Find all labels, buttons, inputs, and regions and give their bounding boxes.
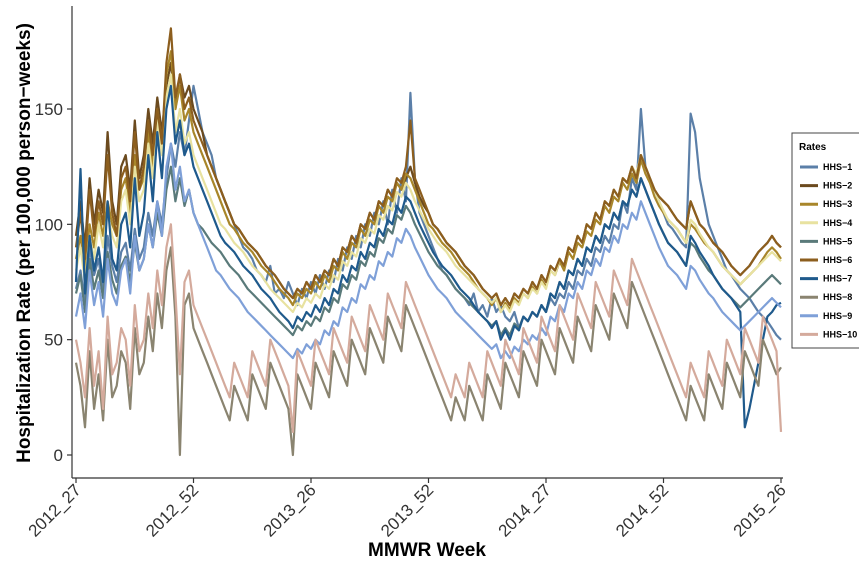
legend-label: HHS−6 (823, 255, 852, 265)
legend-label: HHS−4 (823, 218, 852, 228)
plot-lines (74, 27, 783, 457)
x-tick-label: 2013_52 (377, 480, 437, 540)
y-axis-ticks: 0 50 100 150 (35, 100, 72, 465)
legend-title: Rates (799, 142, 827, 153)
series-line-hhs-4 (74, 73, 782, 314)
legend: Rates HHS−1HHS−2HHS−3HHS−4HHS−5HHS−6HHS−… (791, 132, 859, 349)
series-line-hhs-8 (74, 246, 782, 457)
legend-label: HHS−2 (823, 181, 852, 191)
legend-label: HHS−5 (823, 236, 852, 246)
x-tick-label: 2014_52 (612, 480, 672, 540)
x-axis-title: MMWR Week (368, 540, 486, 561)
legend-label: HHS−9 (823, 311, 852, 321)
y-axis-title: Hospitalization Rate (per 100,000 person… (14, 23, 35, 463)
legend-label: HHS−1 (823, 162, 852, 172)
legend-label: HHS−3 (823, 199, 852, 209)
y-tick-label: 150 (35, 100, 63, 119)
series-line-hhs-7 (74, 84, 782, 429)
y-tick-label: 50 (44, 331, 63, 350)
legend-label: HHS−10 (823, 329, 857, 339)
y-tick-label: 0 (54, 446, 63, 465)
x-tick-label: 2012_27 (25, 480, 85, 540)
y-tick-label: 100 (35, 215, 63, 234)
x-tick-label: 2015_26 (730, 480, 790, 540)
legend-items: HHS−1 HHS−2 HHS−3 HHS−4 HHS−5 HHS−6 HHS−7 HHS−8… (800, 162, 857, 339)
series-line-hhs-10 (74, 223, 783, 433)
series-line-hhs-6 (74, 27, 782, 307)
x-tick-label: 2014_27 (495, 480, 555, 540)
series-line-hhs-9 (74, 142, 782, 360)
x-tick-label: 2012_52 (142, 480, 202, 540)
legend-label: HHS−7 (823, 274, 852, 284)
x-axis-ticks: 2012_27 2012_52 2013_26 2013_52 2014_27 2014_… (25, 478, 790, 541)
legend-label: HHS−8 (823, 292, 852, 302)
x-tick-label: 2013_26 (260, 480, 320, 540)
